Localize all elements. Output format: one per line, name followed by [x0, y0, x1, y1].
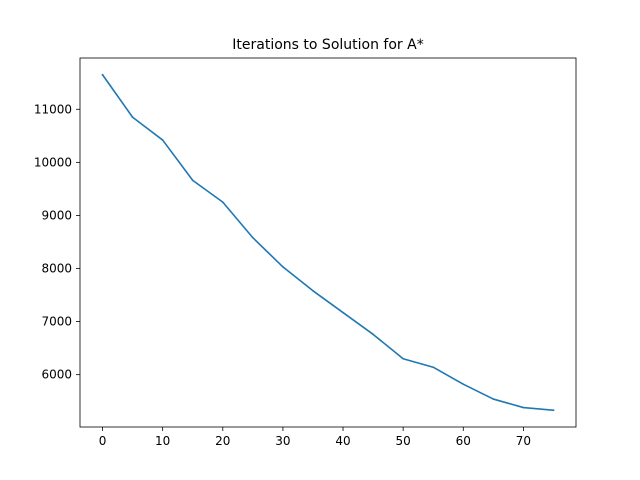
y-tick-label: 9000	[41, 208, 72, 222]
chart-title: Iterations to Solution for A*	[232, 37, 423, 53]
plot-frame	[79, 57, 577, 428]
data-point	[342, 311, 344, 314]
data-point	[161, 139, 164, 141]
plot-area: 0 10 20 30 40 50 60 70 6000 7000 8000 9000 10000 1100…	[34, 57, 577, 448]
y-tick-label: 6000	[41, 368, 72, 382]
data-point	[552, 409, 555, 412]
data-point	[221, 201, 224, 203]
y-tick-label: 11000	[34, 102, 72, 116]
series-line	[101, 73, 555, 412]
x-tick-label: 0	[99, 434, 107, 448]
y-tick-label: 8000	[41, 262, 72, 276]
x-tick-label: 10	[155, 434, 170, 448]
data-point	[372, 333, 374, 336]
data-point	[191, 179, 194, 182]
x-tick-label: 40	[335, 434, 350, 448]
data-point	[131, 116, 134, 119]
data-point	[312, 290, 314, 292]
data-point	[101, 73, 104, 76]
y-tick-label: 10000	[34, 155, 72, 169]
data-point	[252, 236, 254, 239]
x-tick-label: 60	[456, 434, 471, 448]
data-point	[282, 266, 284, 268]
data-point	[462, 383, 465, 386]
x-tick-label: 30	[275, 434, 290, 448]
x-tick-label: 50	[396, 434, 411, 448]
y-tick-label: 7000	[41, 315, 72, 329]
x-tick-label: 20	[215, 434, 230, 448]
data-point	[522, 406, 525, 409]
data-point	[402, 357, 404, 360]
data-point	[492, 398, 495, 400]
x-tick-label: 70	[516, 434, 531, 448]
data-point	[432, 366, 435, 369]
